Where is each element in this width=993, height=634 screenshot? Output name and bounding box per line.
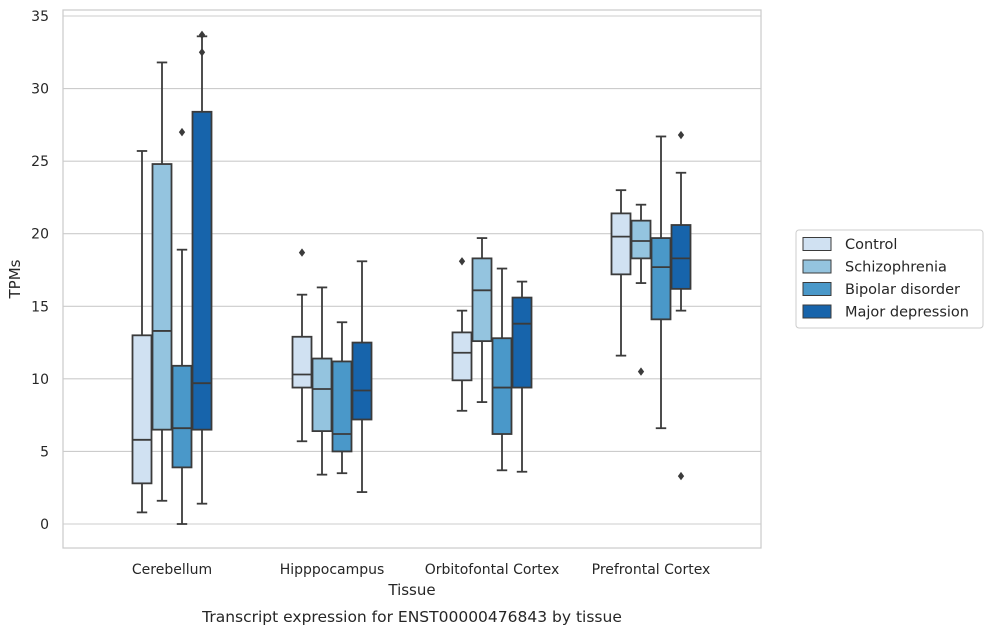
y-tick-label: 10 <box>31 372 49 388</box>
box-plot-element <box>151 61 173 502</box>
box-iqr <box>610 212 632 276</box>
box-plot-element <box>451 257 473 412</box>
chart-caption: Transcript expression for ENST0000047684… <box>201 608 622 626</box>
outlier-point <box>178 127 186 137</box>
box-plot-element <box>171 127 193 525</box>
outlier-point <box>298 248 306 257</box>
x-axis-label: Tissue <box>387 581 435 599</box>
outlier-point <box>677 471 685 481</box>
box-plot-element <box>311 286 333 476</box>
legend: Control Schizophrenia Bipolar disorder Majo… <box>795 229 984 329</box>
outlier-point <box>198 30 206 40</box>
legend-label: Schizophrenia <box>845 260 947 276</box>
box-iqr <box>491 337 513 435</box>
box-plot-element <box>491 267 513 472</box>
legend-swatch <box>802 282 832 296</box>
y-tick-label: 30 <box>31 82 49 98</box>
box-groups <box>131 30 692 525</box>
box-iqr <box>191 110 213 431</box>
y-tick-label: 20 <box>31 227 49 243</box>
box-plot-element <box>131 150 153 514</box>
y-tick-label: 0 <box>40 517 49 533</box>
legend-swatch <box>802 304 832 319</box>
x-tick-labels: Cerebellum Hipppocampus Orbitofontal Corte… <box>132 562 710 578</box>
box-iqr <box>630 219 652 260</box>
box-iqr <box>171 364 193 469</box>
outlier-point <box>677 130 685 140</box>
y-axis-label: TPMs <box>6 259 24 299</box>
outlier-point <box>637 367 645 376</box>
plot-frame <box>62 9 762 549</box>
legend-swatch <box>802 237 832 251</box>
legend-swatch <box>802 259 832 274</box>
box-plot-element <box>630 203 652 376</box>
box-plot-element <box>291 248 313 443</box>
box-iqr <box>511 296 533 389</box>
box-iqr <box>670 224 692 290</box>
legend-label: Bipolar disorder <box>845 282 960 298</box>
box-iqr <box>151 163 173 431</box>
box-plot-element <box>191 30 213 505</box>
legend-frame <box>795 229 984 329</box>
box-iqr <box>650 237 672 321</box>
y-tick-label: 15 <box>31 299 49 315</box>
box-iqr <box>351 341 373 421</box>
box-plot-element <box>610 189 632 357</box>
x-tick-label: Prefrontal Cortex <box>592 562 711 578</box>
box-plot-element <box>511 280 533 473</box>
y-tick-label: 5 <box>40 444 49 460</box>
box-iqr <box>331 360 353 453</box>
x-tick-label: Cerebellum <box>132 562 212 578</box>
y-tick-labels: 0 5 10 15 20 25 30 35 <box>31 9 49 533</box>
box-plot-element <box>331 321 353 475</box>
outlier-point <box>198 48 206 57</box>
outlier-point <box>458 257 466 266</box>
box-iqr <box>311 357 333 433</box>
legend-label: Control <box>845 237 897 253</box>
box-iqr <box>131 334 153 485</box>
box-plot-element <box>650 135 672 430</box>
x-tick-label: Hipppocampus <box>280 562 385 578</box>
box-plot-element <box>670 130 692 481</box>
y-tick-label: 25 <box>31 154 49 170</box>
box-plot-element <box>351 260 373 493</box>
box-plot-element <box>471 237 493 403</box>
y-tick-label: 35 <box>31 9 49 25</box>
box-iqr <box>471 257 493 343</box>
box-iqr <box>451 331 473 382</box>
legend-label: Major depression <box>845 305 969 321</box>
x-tick-label: Orbitofontal Cortex <box>425 562 560 578</box>
box-iqr <box>291 335 313 389</box>
